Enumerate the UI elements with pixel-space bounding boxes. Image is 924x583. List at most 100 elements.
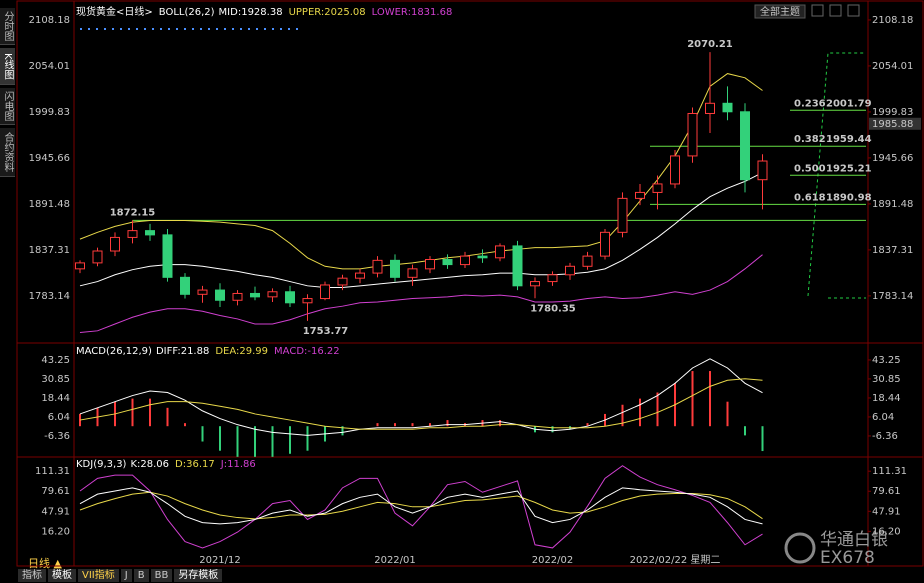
button[interactable] (754, 4, 806, 19)
header: MACD(26,12,9) DIFF:21.88 DEA:29.99 MACD:-16… (76, 346, 340, 357)
y-tick-label: 30.85 (872, 374, 901, 385)
tab[interactable]: B (133, 569, 149, 582)
y-tick-label: 1999.83 (872, 107, 913, 118)
watermark: EX678 (820, 548, 875, 567)
tab[interactable]: VII指标 (78, 569, 119, 582)
candle-body (127, 230, 138, 238)
candle-body (355, 272, 365, 279)
candle-body (390, 259, 400, 278)
period[interactable]: 日线 ▲ (28, 557, 62, 570)
fib-ratio: 0.500 (794, 163, 826, 174)
y-tick-label: 16.20 (41, 526, 70, 537)
candle-body (705, 102, 715, 114)
macd-line (79, 358, 763, 436)
icon[interactable] (829, 4, 842, 17)
candle-body (197, 289, 208, 295)
kdj-line (79, 491, 763, 520)
candle-body (337, 277, 348, 286)
candle-body (722, 102, 733, 113)
candle-body (687, 112, 698, 157)
price-tag-label: 1985.88 (872, 119, 913, 130)
candle-body (635, 191, 645, 199)
candle-body (442, 259, 453, 266)
header: 现货黄金<日线> BOLL(26,2) MID:1928.38 UPPER:2025.… (76, 5, 452, 18)
fib-value: 1890.98 (826, 192, 872, 203)
icon[interactable] (847, 4, 860, 17)
extreme-label: 1780.35 (530, 303, 576, 314)
y-tick-label: 43.25 (872, 355, 901, 366)
tab[interactable]: 分时图 (0, 8, 15, 45)
boll-line (79, 254, 763, 334)
y-tick-label: 30.85 (41, 374, 70, 385)
tab[interactable]: 闪电图 (0, 88, 15, 125)
y-tick-label: 2108.18 (872, 15, 913, 26)
tab[interactable]: 另存模板 (174, 569, 223, 582)
y-tick-label: 43.25 (41, 355, 70, 366)
candle-body (617, 197, 628, 233)
candle-body (407, 268, 418, 278)
tab[interactable]: J (120, 569, 132, 582)
macd-line (79, 378, 763, 430)
y-tick-label: 1945.66 (872, 153, 913, 164)
y-tick-label: 1945.66 (29, 153, 70, 164)
candle-body (740, 111, 750, 181)
y-tick-label: 2054.01 (29, 61, 70, 72)
y-tick-label: 1891.48 (29, 199, 70, 210)
y-tick-label: 111.31 (872, 466, 907, 477)
fib-value: 1925.21 (826, 163, 872, 174)
price-tag (869, 117, 921, 130)
icon[interactable] (811, 4, 824, 17)
candle-body (477, 255, 488, 259)
tab[interactable]: K线图 (0, 48, 15, 85)
y-tick-label: 6.04 (872, 412, 894, 423)
candle-body (110, 236, 120, 252)
y-tick-label: 1783.14 (872, 291, 913, 302)
fib-ratio: 0.236 (794, 98, 826, 109)
candle-body (180, 276, 190, 295)
candle-body (512, 245, 523, 287)
y-tick-label: 1837.31 (29, 245, 70, 256)
candle-body (145, 230, 155, 236)
tab[interactable]: BB (150, 569, 173, 582)
projection (807, 52, 866, 299)
candle-body (92, 250, 103, 264)
candle-body (425, 259, 435, 270)
fib-ratio: 0.618 (794, 192, 826, 203)
kdj-line (79, 465, 763, 549)
y-tick-label: 18.44 (872, 393, 901, 404)
candle-body (250, 292, 260, 298)
y-tick-label: -6.36 (872, 431, 898, 442)
y-tick-label: 18.44 (41, 393, 70, 404)
y-tick-label: 2054.01 (872, 61, 913, 72)
button-label[interactable]: 全部主题 (760, 5, 800, 18)
candle-body (530, 281, 540, 287)
y-tick-label: 111.31 (35, 466, 70, 477)
candle-body (302, 298, 313, 304)
kdj-line (79, 487, 763, 525)
frame (16, 0, 924, 567)
candle-body (460, 255, 470, 266)
logo (784, 532, 816, 564)
y-tick-label: 1891.48 (872, 199, 913, 210)
candle-body (547, 274, 558, 283)
tab[interactable]: 指标 (18, 569, 46, 582)
tab[interactable]: 合约资料 (0, 128, 15, 177)
candle-body (267, 291, 278, 298)
y-tick-label: 1999.83 (29, 107, 70, 118)
header: KDJ(9,3,3) K:28.06 D:36.17 J:11.86 (76, 459, 256, 470)
chart: 现货黄金<日线> BOLL(26,2) MID:1928.38 UPPER:2025.… (16, 0, 924, 567)
candle-body (565, 265, 575, 276)
y-tick-label: 6.04 (48, 412, 70, 423)
x-tick-label: 2022/02 (532, 555, 574, 566)
tab[interactable]: 模板 (48, 569, 76, 582)
x-tick-label: 2021/12 (199, 555, 241, 566)
y-tick-label: 79.61 (41, 486, 70, 497)
fib-value: 1959.44 (826, 134, 872, 145)
tab-bar: 指标 模板 VII指标 J B BB 另存模板 (18, 569, 223, 582)
extreme-label: 1872.15 (110, 207, 156, 218)
boll-line (79, 172, 763, 289)
y-tick-label: 47.91 (872, 506, 901, 517)
x-tick-label: 2022/02/22 星期二 (630, 554, 721, 566)
candle-body (495, 245, 505, 259)
y-tick-label: 47.91 (41, 506, 70, 517)
